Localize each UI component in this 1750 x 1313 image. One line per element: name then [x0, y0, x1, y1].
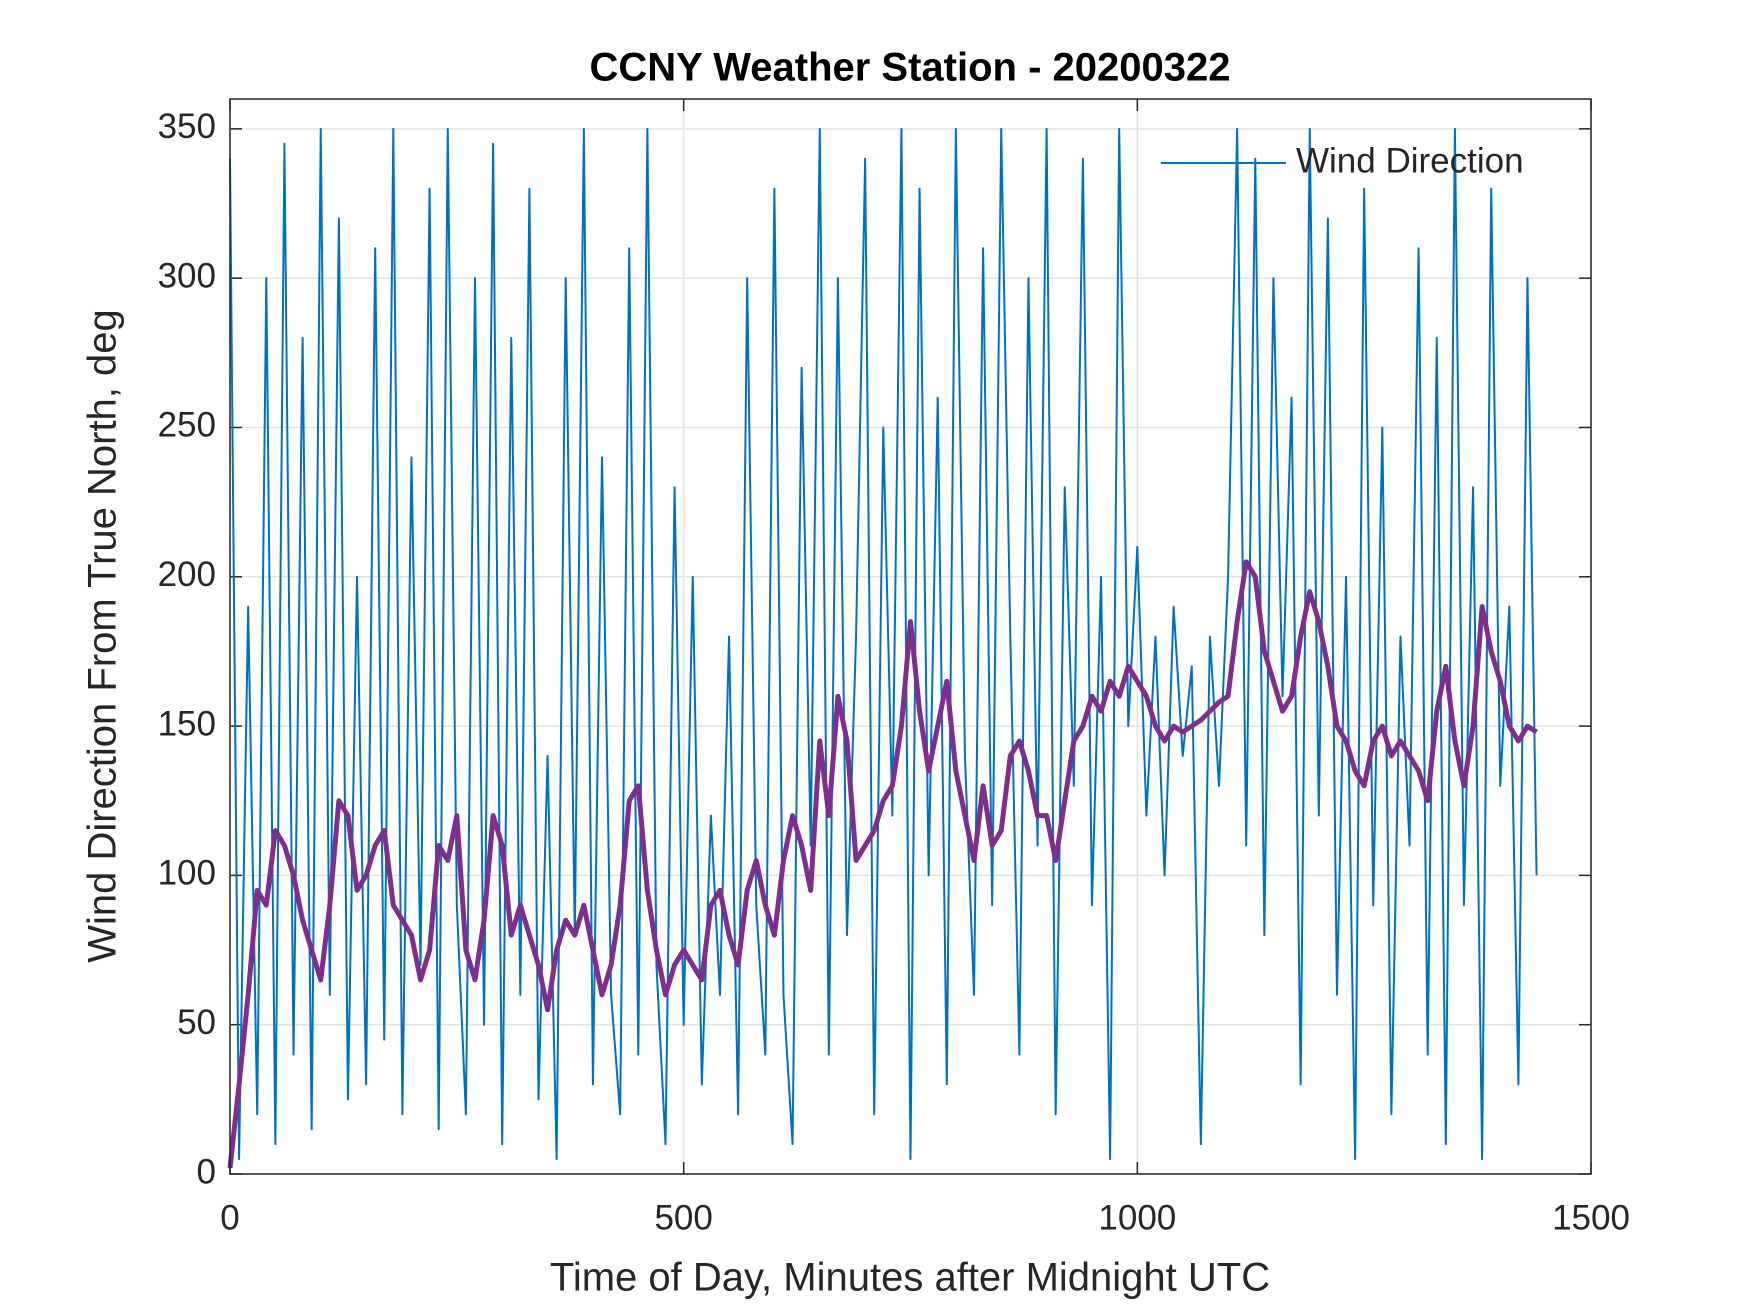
legend-label: Wind Direction	[1296, 141, 1524, 180]
x-tick-label: 1500	[1552, 1198, 1630, 1237]
y-tick-label: 200	[158, 555, 216, 594]
y-tick-label: 50	[177, 1003, 216, 1042]
y-axis-label: Wind Direction From True North, deg	[81, 309, 125, 963]
y-tick-label: 350	[158, 107, 216, 146]
plot-frame	[229, 98, 1592, 1175]
y-tick-label: 150	[158, 704, 216, 743]
x-tick-label: 500	[654, 1198, 712, 1237]
x-axis-label: Time of Day, Minutes after Midnight UTC	[550, 1256, 1270, 1300]
y-tick-label: 0	[197, 1152, 216, 1191]
chart-title: CCNY Weather Station - 20200322	[590, 46, 1231, 90]
y-tick-label: 300	[158, 256, 216, 295]
series-line	[227, 559, 1538, 1169]
series-line	[229, 127, 1538, 1161]
y-tick-label: 250	[158, 406, 216, 445]
y-tick-label: 100	[158, 854, 216, 893]
x-tick-label: 1000	[1098, 1198, 1176, 1237]
x-tick-label: 0	[220, 1198, 239, 1237]
